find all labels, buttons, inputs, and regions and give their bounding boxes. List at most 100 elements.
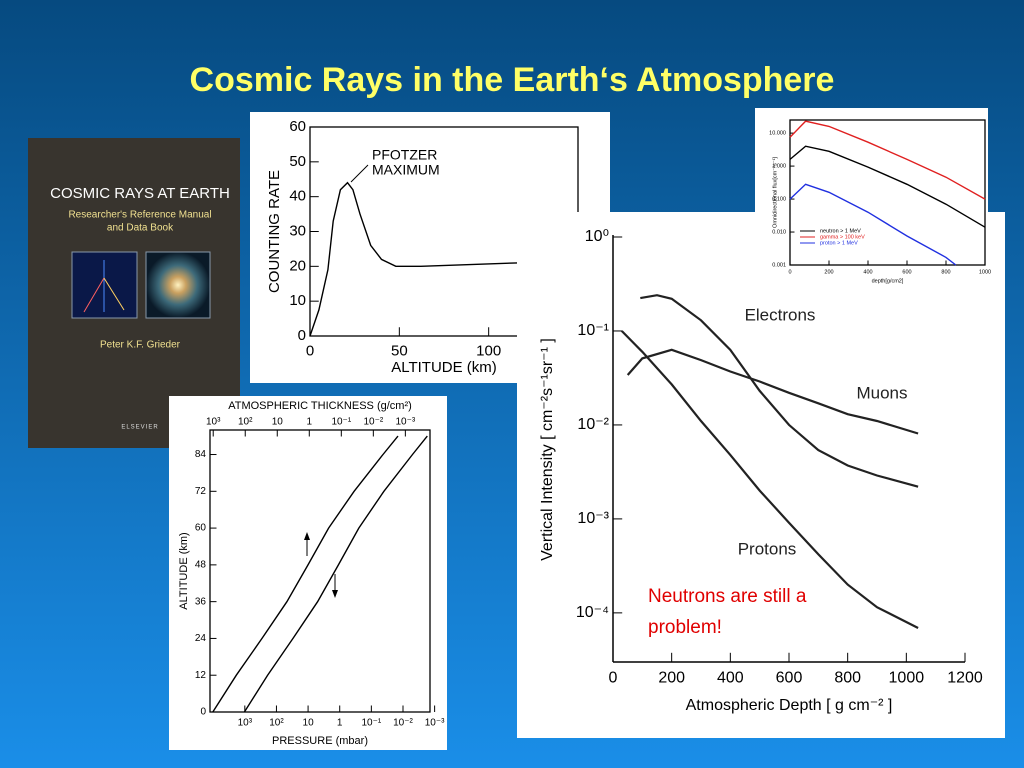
x-tick-label: 100: [476, 342, 501, 359]
y-tick-label: 10.000: [769, 131, 786, 137]
x2-tick-label: 10⁻³: [395, 417, 415, 428]
y-tick-label: 10⁻²: [577, 416, 609, 433]
y-tick-label: 0: [298, 327, 306, 344]
panel-background: [169, 396, 447, 750]
x-tick-label: 400: [863, 269, 872, 275]
y-tick-label: 40: [289, 188, 306, 205]
y-tick-label: 10⁻¹: [577, 322, 609, 339]
y-tick-label: 0: [200, 707, 206, 718]
y-tick-label: 10⁰: [585, 228, 609, 245]
x-axis-title: depth[g/cm2]: [872, 278, 904, 284]
x-tick-label: 800: [834, 670, 861, 687]
x-tick-label: 10⁻³: [425, 718, 445, 729]
y-tick-label: 24: [195, 633, 207, 644]
x-axis-title: ALTITUDE (km): [391, 359, 497, 376]
panel-background: [755, 108, 988, 285]
x-tick-label: 600: [902, 269, 911, 275]
y-tick-label: 60: [289, 118, 306, 135]
book-subtitle: Researcher's Reference Manual: [68, 210, 211, 221]
x2-tick-label: 1: [307, 417, 313, 428]
flux-panel: 0.001 0.010 0.100 1.000 10.000 0 200 400 600 800 1…: [755, 108, 991, 285]
x2-tick-label: 10⁻²: [363, 417, 383, 428]
series-line: [212, 435, 399, 713]
y-tick-label: 48: [195, 560, 207, 571]
x-tick-label: 50: [391, 342, 408, 359]
y-axis-title: ALTITUDE (km): [178, 532, 190, 609]
x-tick-label: 1000: [889, 670, 925, 687]
x2-tick-label: 10: [272, 417, 284, 428]
annotation: PFOTZER: [372, 147, 437, 163]
book-author: Peter K.F. Grieder: [100, 340, 181, 351]
book-image: [145, 251, 211, 319]
y-tick-label: 10: [289, 292, 306, 309]
y-axis-title: COUNTING RATE: [266, 170, 283, 293]
arrow-head: [332, 590, 338, 598]
x-tick-label: 1000: [979, 269, 991, 275]
x2-tick-label: 10⁻¹: [331, 417, 351, 428]
panel-background: [517, 212, 1005, 738]
legend-label: gamma > 100 keV: [820, 234, 865, 240]
annotation: MAXIMUM: [372, 162, 440, 178]
book-image-track: [103, 277, 125, 311]
y-tick-label: 50: [289, 153, 306, 170]
y-tick-label: 72: [195, 486, 207, 497]
y-tick-label: 30: [289, 222, 306, 239]
x-tick-label: 600: [776, 670, 803, 687]
y-tick-label: 0.010: [772, 229, 786, 235]
annotation-leader: [350, 164, 369, 183]
series-line: [621, 330, 919, 629]
plot-frame: [789, 119, 986, 266]
x-tick-label: 10³: [238, 718, 253, 729]
x-tick-label: 1200: [947, 670, 983, 687]
y-tick-label: 10⁻⁴: [576, 604, 609, 621]
book-subtitle: and Data Book: [107, 223, 174, 234]
x2-tick-label: 10²: [238, 417, 253, 428]
series-line: [243, 435, 428, 713]
y-tick-label: 10⁻³: [577, 510, 609, 527]
series-line: [789, 120, 986, 200]
x-tick-label: 0: [609, 670, 618, 687]
y-tick-label: 12: [195, 670, 207, 681]
note: Neutrons are still a problem!: [648, 586, 807, 638]
series-label: Electrons: [745, 305, 816, 324]
x-tick-label: 800: [941, 269, 950, 275]
series-label: Muons: [856, 383, 907, 402]
y-axis-title: Vertical Intensity [ cm⁻²s⁻¹sr⁻¹ ]: [539, 338, 556, 561]
plot-frame: [209, 429, 431, 713]
x-tick-label: 0: [788, 269, 791, 275]
series-line: [626, 348, 919, 435]
x-tick-label: 10²: [269, 718, 284, 729]
book-publisher: ELSEVIER: [121, 425, 158, 431]
slide-title: Cosmic Rays in the Earth‘s Atmosphere: [190, 61, 835, 99]
atmosphere-panel: 0 12 24 36 48 60 72 84 10³ 10² 10 1 10⁻¹ 10⁻² 10⁻³ 10³ 1…: [169, 396, 447, 750]
y-tick-label: 20: [289, 257, 306, 274]
x2-tick-label: 10³: [206, 417, 221, 428]
y-axis-title: Omnidirectional flux[cm⁻²s⁻¹]: [772, 157, 778, 228]
x-tick-label: 0: [306, 342, 314, 359]
series-label: Protons: [738, 539, 797, 558]
x-axis-title: PRESSURE (mbar): [272, 735, 368, 747]
book-title: COSMIC RAYS AT EARTH: [50, 185, 230, 202]
y-tick-label: 84: [195, 449, 207, 460]
x-axis-title: Atmospheric Depth [ g cm⁻² ]: [686, 697, 893, 714]
x-tick-label: 200: [658, 670, 685, 687]
y-tick-label: 36: [195, 596, 207, 607]
x-tick-label: 200: [824, 269, 833, 275]
y-tick-label: 0.001: [772, 262, 786, 268]
x-tick-label: 1: [337, 718, 343, 729]
x-tick-label: 10⁻²: [393, 718, 413, 729]
y-tick-label: 0.100: [772, 197, 786, 203]
series-line: [789, 183, 957, 266]
x-tick-label: 10⁻¹: [361, 718, 381, 729]
x-tick-label: 400: [717, 670, 744, 687]
book-image-track: [83, 277, 105, 313]
x2-axis-title: ATMOSPHERIC THICKNESS (g/cm²): [228, 400, 412, 412]
legend-label: neutron > 1 MeV: [820, 228, 861, 234]
intensity-panel: 10⁰ 10⁻¹ 10⁻² 10⁻³ 10⁻⁴ 0 200 400 600 800 1000 1200…: [517, 212, 1005, 738]
series-line: [309, 181, 518, 337]
arrow-head: [304, 532, 310, 540]
y-tick-label: 1.000: [772, 164, 786, 170]
y-tick-label: 60: [195, 523, 207, 534]
